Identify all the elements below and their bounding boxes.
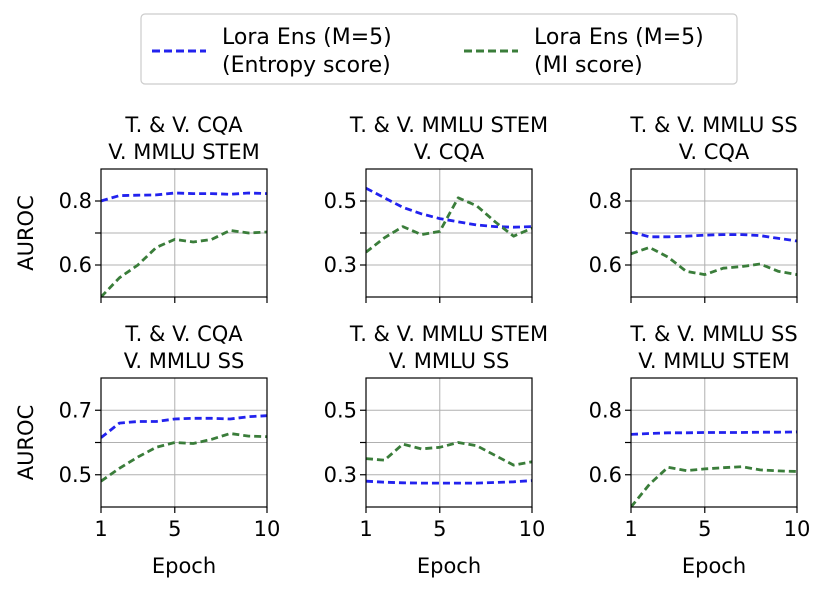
- x-tick-label: 1: [359, 517, 372, 541]
- subplot-2: 0.3 0.5 T. & V. MMLU STEM V. CQA: [324, 113, 548, 303]
- subplot-3: 0.6 0.8 T. & V. MMLU SS V. CQA: [589, 113, 798, 303]
- subplot-title-line-1: T. & V. MMLU SS: [629, 113, 797, 137]
- y-axis-label: AUROC: [14, 195, 38, 271]
- y-tick-label: 0.5: [324, 398, 357, 422]
- series-line-mi: [366, 441, 532, 467]
- x-axis-label: Epoch: [152, 554, 216, 578]
- x-tick-label: 5: [433, 517, 446, 541]
- y-tick-label: 0.7: [59, 398, 92, 422]
- legend-entropy-line2: (Entropy score): [222, 53, 391, 78]
- series-line-entropy: [366, 479, 532, 485]
- x-tick-label: 10: [519, 517, 546, 541]
- series-line-mi: [101, 228, 267, 297]
- series-line-entropy: [101, 191, 267, 203]
- y-tick-label: 0.5: [324, 189, 357, 213]
- y-tick-label: 0.6: [59, 253, 92, 277]
- subplot-title-line-2: V. MMLU STEM: [638, 349, 790, 373]
- y-tick-label: 0.8: [589, 398, 622, 422]
- subplot-1: 0.6 0.8 T. & V. CQA V. MMLU STEM AUROC: [14, 113, 268, 303]
- series-line-entropy: [631, 230, 797, 243]
- legend-mi-line2: (MI score): [534, 53, 643, 78]
- subplot-title-line-1: T. & V. MMLU STEM: [349, 322, 548, 346]
- series-line-mi: [101, 432, 267, 483]
- y-tick-label: 0.3: [324, 253, 357, 277]
- y-tick-label: 0.5: [59, 463, 92, 487]
- subplot-5: 0.3 0.5 1 5 10 T. & V. MMLU STEM V. MMLU SS Epo…: [324, 322, 549, 578]
- subplot-4: 0.5 0.7 1 5 10 T. & V. CQA V. MMLU SS Epoch AURO…: [14, 322, 280, 578]
- subplot-grid: 0.6 0.8 T. & V. CQA V. MMLU STEM AUROC 0.3 0.5…: [14, 113, 810, 578]
- y-axis-label: AUROC: [14, 405, 38, 481]
- x-tick-label: 5: [168, 517, 181, 541]
- y-tick-label: 0.6: [589, 463, 622, 487]
- subplot-title-line-1: T. & V. MMLU STEM: [349, 113, 548, 137]
- y-tick-label: 0.8: [589, 189, 622, 213]
- y-tick-label: 0.6: [589, 253, 622, 277]
- x-axis-label: Epoch: [417, 554, 481, 578]
- y-tick-label: 0.8: [59, 189, 92, 213]
- subplot-title-line-1: T. & V. CQA: [124, 113, 243, 137]
- x-tick-label: 1: [94, 517, 107, 541]
- x-axis-label: Epoch: [682, 554, 746, 578]
- x-tick-label: 1: [624, 517, 637, 541]
- y-tick-label: 0.3: [324, 463, 357, 487]
- series-line-mi: [366, 196, 532, 254]
- subplot-title-line-2: V. MMLU SS: [389, 349, 510, 373]
- legend: Lora Ens (M=5) (Entropy score) Lora Ens …: [140, 13, 738, 85]
- subplot-title-line-2: V. MMLU SS: [124, 349, 245, 373]
- legend-entropy-line1: Lora Ens (M=5): [222, 25, 392, 50]
- x-tick-label: 10: [254, 517, 281, 541]
- subplot-title-line-2: V. CQA: [414, 140, 485, 164]
- series-line-entropy: [631, 430, 797, 436]
- subplot-title-line-2: V. MMLU STEM: [108, 140, 260, 164]
- x-tick-label: 5: [698, 517, 711, 541]
- series-line-mi: [631, 465, 797, 507]
- x-tick-label: 10: [784, 517, 811, 541]
- subplot-title-line-1: T. & V. CQA: [124, 322, 243, 346]
- series-line-mi: [631, 245, 797, 277]
- legend-frame: [140, 13, 738, 85]
- series-line-entropy: [366, 186, 532, 229]
- legend-mi-line1: Lora Ens (M=5): [534, 25, 704, 50]
- subplot-6: 0.6 0.8 1 5 10 T. & V. MMLU SS V. MMLU STEM Epo…: [589, 322, 811, 578]
- subplot-title-line-1: T. & V. MMLU SS: [629, 322, 797, 346]
- subplot-title-line-2: V. CQA: [679, 140, 750, 164]
- series-line-entropy: [101, 414, 267, 439]
